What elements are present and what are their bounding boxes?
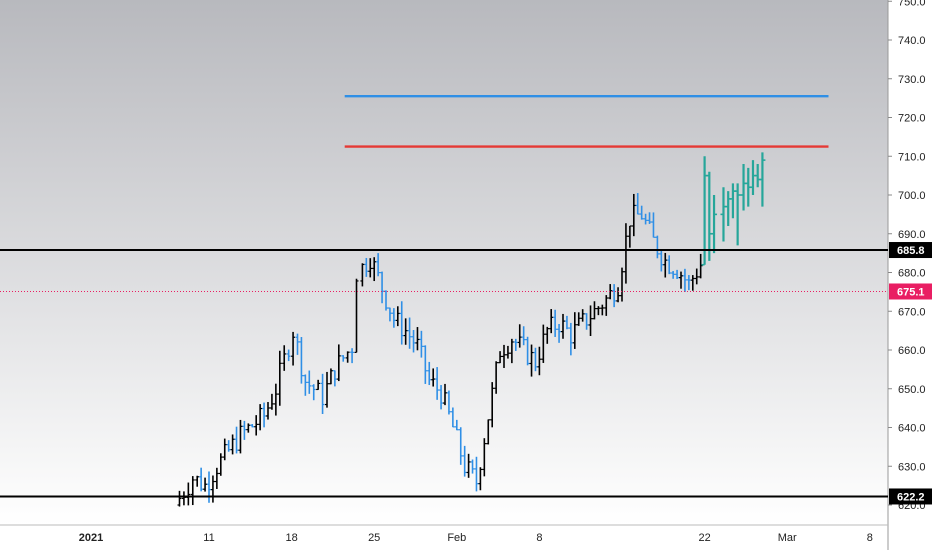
- price-label-text: 622.2: [897, 491, 925, 503]
- x-tick-label: 8: [536, 532, 542, 544]
- x-tick-label: 22: [698, 532, 710, 544]
- y-tick-label: 710.0: [898, 151, 926, 163]
- x-tick-label: 2021: [79, 532, 103, 544]
- y-tick-label: 740.0: [898, 35, 926, 47]
- levels-layer: [0, 94, 888, 498]
- price-scale-background: [888, 0, 932, 550]
- x-tick-label: 18: [285, 532, 297, 544]
- y-tick-label: 750.0: [898, 0, 926, 8]
- x-tick-label: 11: [203, 532, 214, 544]
- price-label-badge: [889, 283, 932, 300]
- x-tick-label: Mar: [778, 532, 797, 544]
- time-scale-background: [0, 525, 888, 550]
- price-label-badge: [889, 488, 932, 505]
- x-tick-label: 25: [368, 532, 380, 544]
- x-tick-label: Feb: [447, 532, 466, 544]
- candles-layer: [177, 152, 766, 507]
- y-tick-label: 690.0: [898, 229, 926, 241]
- y-tick-label: 660.0: [898, 345, 926, 357]
- y-tick-label: 630.0: [898, 461, 926, 473]
- price-label-text: 675.1: [897, 286, 925, 298]
- y-tick-label: 700.0: [898, 190, 926, 202]
- price-scale: 620.0630.0640.0650.0660.0670.0680.0690.0…: [888, 0, 932, 512]
- time-scale: 2021111825Feb822Mar815: [79, 532, 873, 544]
- plot-background: [0, 0, 888, 525]
- y-tick-label: 730.0: [898, 74, 926, 86]
- y-tick-label: 720.0: [898, 113, 926, 125]
- y-tick-label: 650.0: [898, 384, 926, 396]
- y-tick-label: 640.0: [898, 423, 926, 435]
- y-tick-label: 670.0: [898, 306, 926, 318]
- price-label-badge: [889, 242, 932, 259]
- x-tick-label: 8: [867, 532, 873, 544]
- price-label-text: 685.8: [897, 245, 925, 257]
- y-tick-label: 680.0: [898, 268, 926, 280]
